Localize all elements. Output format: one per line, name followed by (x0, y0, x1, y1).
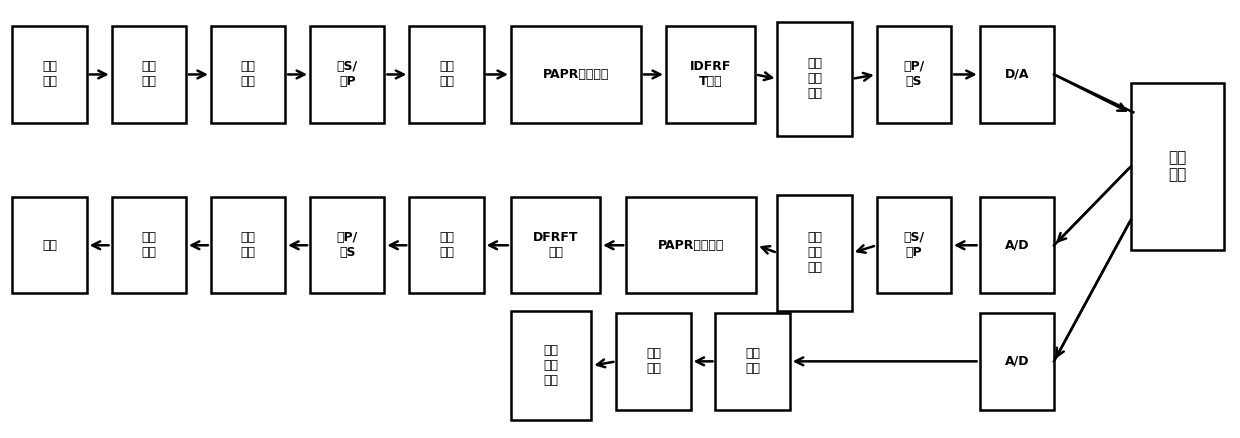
Bar (980, 197, 1054, 293)
Text: 信道
传输: 信道 传输 (1168, 150, 1187, 183)
Text: 并P/
串S: 并P/ 串S (336, 231, 358, 259)
Text: DFRFT
解调: DFRFT 解调 (533, 231, 578, 259)
Bar (310, 26, 384, 123)
Bar (666, 26, 755, 123)
Bar (12, 197, 87, 293)
Bar (409, 197, 484, 293)
Text: A/D: A/D (1004, 239, 1029, 252)
Text: 目标
距离: 目标 距离 (646, 347, 661, 375)
Bar (777, 195, 852, 311)
Text: 去除
循环
前缀: 去除 循环 前缀 (807, 231, 822, 275)
Bar (511, 26, 641, 123)
Text: 并P/
串S: 并P/ 串S (903, 60, 925, 88)
Bar (211, 197, 285, 293)
Bar (980, 313, 1054, 410)
Text: 串S/
并P: 串S/ 并P (903, 231, 925, 259)
Bar (112, 26, 186, 123)
Text: PAPR抑制算法: PAPR抑制算法 (658, 239, 724, 252)
Text: 信道
编码: 信道 编码 (141, 60, 156, 88)
Text: 加入
循环
前缀: 加入 循环 前缀 (807, 57, 822, 100)
Text: 匹配
滤波: 匹配 滤波 (745, 347, 760, 375)
Bar (980, 26, 1054, 123)
Bar (511, 311, 591, 420)
Bar (211, 26, 285, 123)
Text: A/D: A/D (1004, 355, 1029, 368)
Bar (511, 197, 600, 293)
Text: 接收: 接收 (42, 239, 57, 252)
Text: 信道
估计: 信道 估计 (439, 231, 454, 259)
Bar (1131, 83, 1224, 250)
Bar (310, 197, 384, 293)
Bar (877, 197, 951, 293)
Text: 比特
信息: 比特 信息 (42, 60, 57, 88)
Bar (616, 313, 691, 410)
Bar (777, 22, 852, 136)
Text: 目标
速度
判断: 目标 速度 判断 (543, 344, 559, 387)
Text: 串S/
并P: 串S/ 并P (336, 60, 358, 88)
Text: 数字
解调: 数字 解调 (241, 231, 255, 259)
Text: IDFRF
T调制: IDFRF T调制 (689, 60, 732, 88)
Bar (12, 26, 87, 123)
Bar (409, 26, 484, 123)
Bar (877, 26, 951, 123)
Text: PAPR抑制算法: PAPR抑制算法 (543, 68, 609, 81)
Bar (715, 313, 790, 410)
Text: 数字
调制: 数字 调制 (241, 60, 255, 88)
Bar (112, 197, 186, 293)
Text: 插入
导频: 插入 导频 (439, 60, 454, 88)
Bar (626, 197, 756, 293)
Text: D/A: D/A (1004, 68, 1029, 81)
Text: 信道
解码: 信道 解码 (141, 231, 156, 259)
